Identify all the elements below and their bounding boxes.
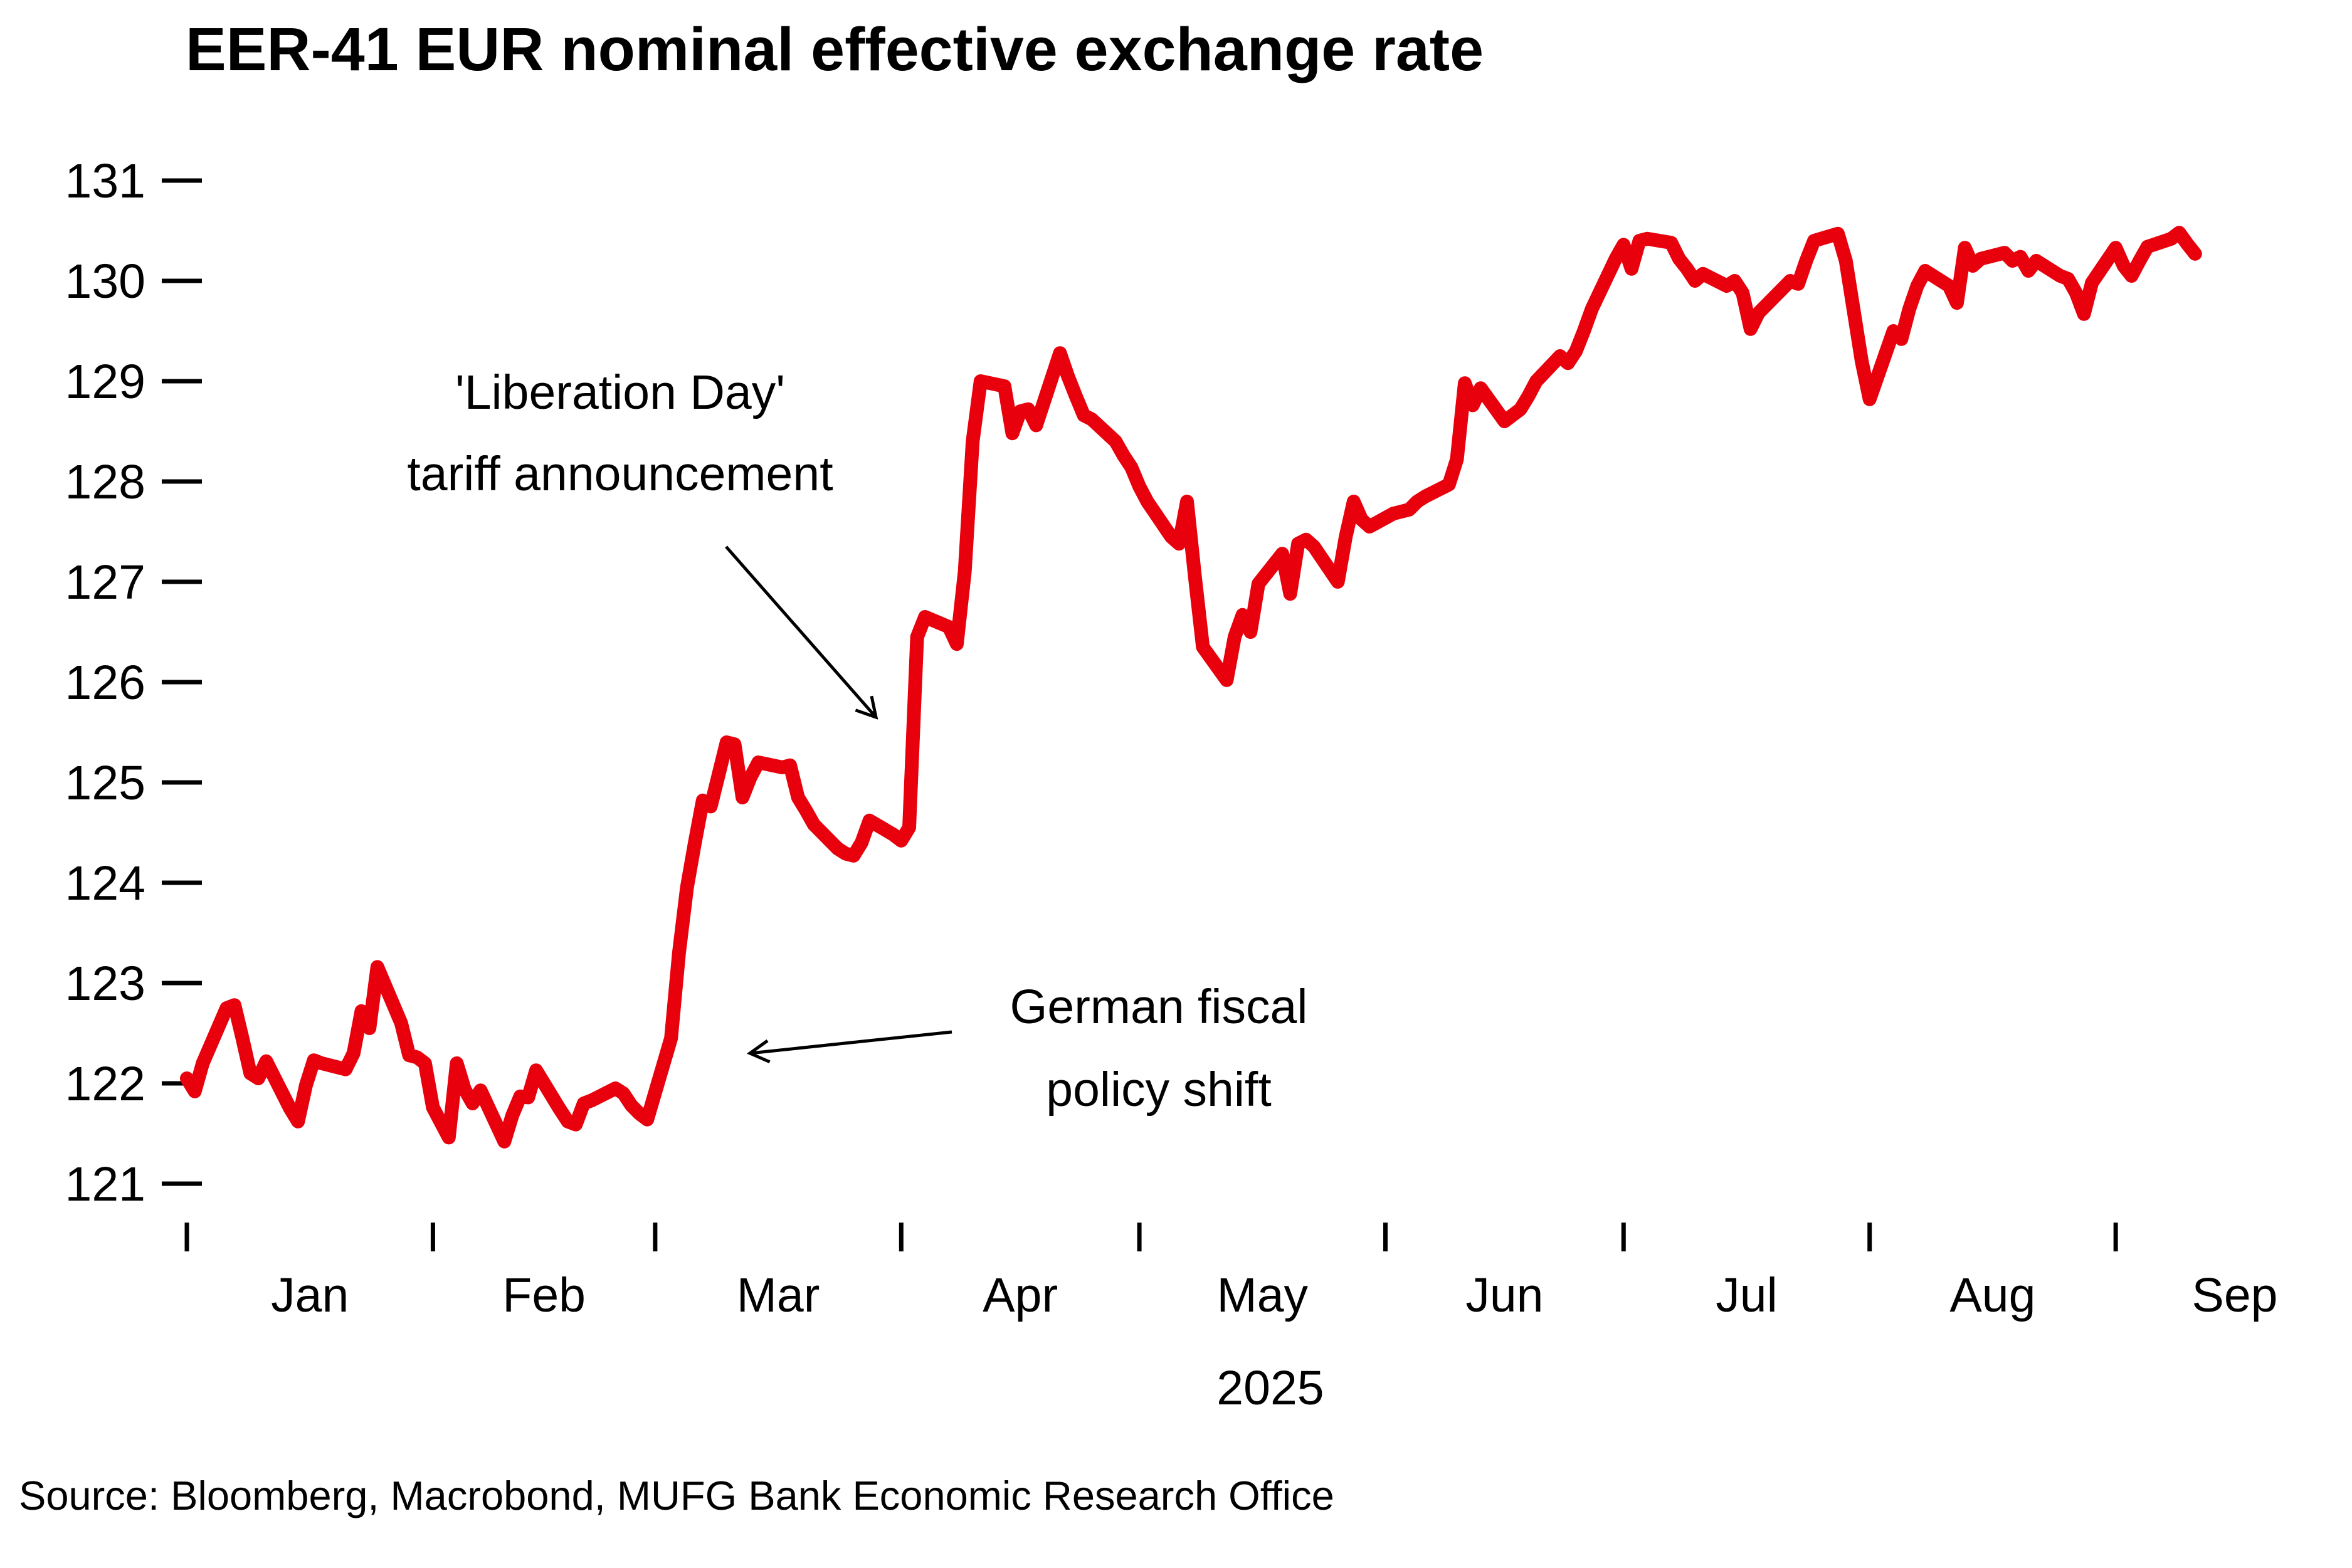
annotation-text-0-1: tariff announcement: [407, 447, 833, 501]
annotation-arrow-0: [725, 545, 878, 720]
y-tick-label: 124: [65, 856, 145, 910]
x-month-label: Jul: [1716, 1268, 1777, 1322]
y-tick-label: 128: [65, 455, 145, 509]
x-month-label: Aug: [1949, 1268, 2035, 1322]
eer-data-line: [180, 226, 2202, 1149]
annotation-text-0-0: 'Liberation Day': [455, 366, 785, 419]
x-month-label: Feb: [502, 1268, 586, 1322]
y-axis: 121 122 123 124 125 126 127 128 129 130 131: [65, 154, 202, 1211]
x-month-label: Jan: [271, 1268, 349, 1322]
x-month-label: Jun: [1465, 1268, 1543, 1322]
y-tick-label: 127: [65, 555, 145, 609]
y-tick-label: 123: [65, 957, 145, 1011]
y-tick-label: 125: [65, 756, 145, 810]
x-year-label: 2025: [1216, 1361, 1324, 1415]
x-month-label: Mar: [737, 1268, 820, 1322]
source-text: Source: Bloomberg, Macrobond, MUFG Bank …: [19, 1473, 1334, 1518]
annotation-arrow-1: [746, 1030, 952, 1064]
x-month-label: Apr: [983, 1268, 1058, 1322]
annotation-text-1-0: German fiscal: [1010, 980, 1308, 1034]
y-tick-label: 130: [65, 255, 145, 308]
y-tick-label: 126: [65, 656, 145, 710]
x-month-label: May: [1217, 1268, 1309, 1322]
x-axis: Jan Feb Mar Apr May Jun Jul Aug Sep 2025: [184, 1223, 2278, 1415]
annotations: 'Liberation Day' tariff announcement Germa…: [407, 366, 1307, 1117]
y-tick-label: 121: [65, 1157, 145, 1211]
x-month-label: Sep: [2192, 1268, 2278, 1322]
y-tick-label: 129: [65, 355, 145, 409]
annotation-text-1-1: policy shift: [1046, 1063, 1271, 1117]
y-tick-label: 122: [65, 1057, 145, 1111]
y-tick-label: 131: [65, 154, 145, 208]
chart-title: EER-41 EUR nominal effective exchange ra…: [186, 15, 1484, 83]
